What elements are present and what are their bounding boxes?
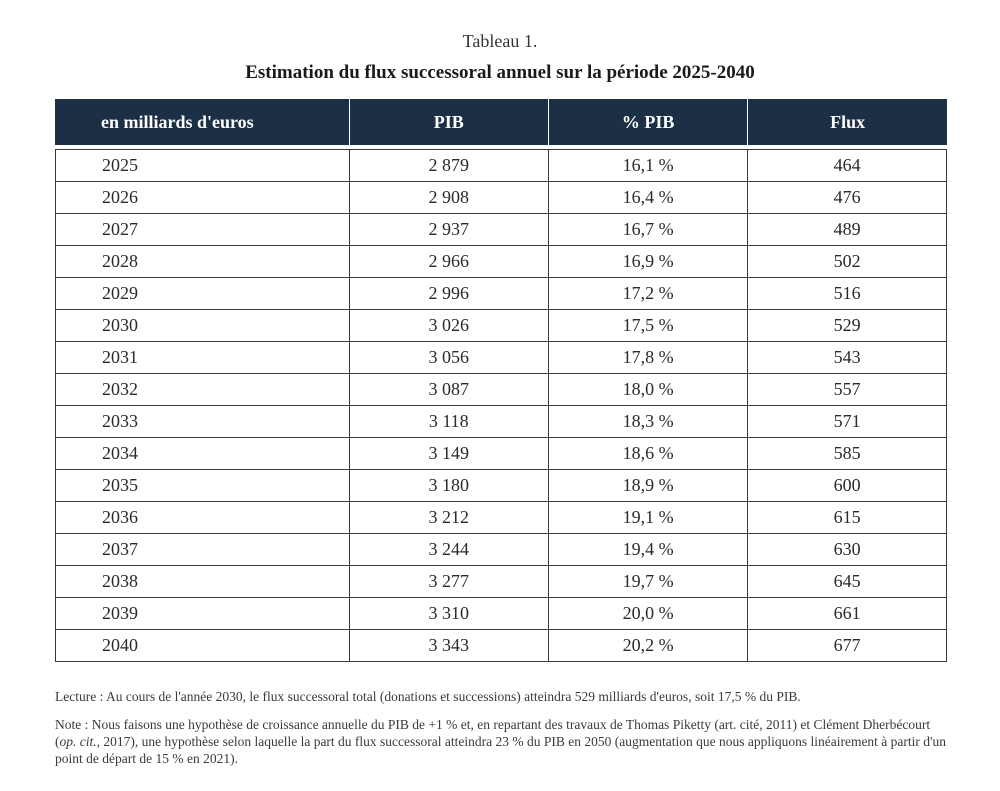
cell-pct-pib: 18,6 % [548, 438, 749, 470]
table-row: 2037 3 244 19,4 % 630 [55, 534, 947, 566]
table-row: 2028 2 966 16,9 % 502 [55, 246, 947, 278]
table-row: 2025 2 879 16,1 % 464 [55, 149, 947, 182]
cell-year: 2036 [55, 502, 350, 534]
cell-pib: 2 937 [349, 214, 549, 246]
cell-pct-pib: 20,2 % [548, 630, 749, 662]
cell-pct-pib: 19,1 % [548, 502, 749, 534]
cell-flux: 489 [748, 214, 947, 246]
cell-pct-pib: 16,9 % [548, 246, 749, 278]
cell-year: 2032 [55, 374, 350, 406]
cell-flux: 557 [748, 374, 947, 406]
cell-pib: 2 908 [349, 182, 549, 214]
cell-pib: 3 118 [349, 406, 549, 438]
header-unit: en milliards d'euros [55, 99, 350, 145]
cell-year: 2037 [55, 534, 350, 566]
cell-year: 2026 [55, 182, 350, 214]
cell-year: 2039 [55, 598, 350, 630]
cell-pib: 3 149 [349, 438, 549, 470]
cell-flux: 630 [748, 534, 947, 566]
cell-pib: 3 087 [349, 374, 549, 406]
table-row: 2040 3 343 20,2 % 677 [55, 630, 947, 662]
header-pct-pib: % PIB [548, 99, 749, 145]
methodology-note: Note : Nous faisons une hypothèse de cro… [55, 716, 950, 767]
table-body: 2025 2 879 16,1 % 464 2026 2 908 16,4 % 476 2027… [55, 145, 947, 662]
cell-year: 2035 [55, 470, 350, 502]
cell-pct-pib: 19,7 % [548, 566, 749, 598]
cell-pct-pib: 18,0 % [548, 374, 749, 406]
cell-pib: 3 277 [349, 566, 549, 598]
cell-pct-pib: 18,3 % [548, 406, 749, 438]
cell-pib: 3 026 [349, 310, 549, 342]
cell-pib: 3 343 [349, 630, 549, 662]
table-row: 2036 3 212 19,1 % 615 [55, 502, 947, 534]
cell-year: 2038 [55, 566, 350, 598]
table-row: 2032 3 087 18,0 % 557 [55, 374, 947, 406]
cell-pct-pib: 16,4 % [548, 182, 749, 214]
table-row: 2033 3 118 18,3 % 571 [55, 406, 947, 438]
cell-pct-pib: 20,0 % [548, 598, 749, 630]
cell-flux: 615 [748, 502, 947, 534]
cell-flux: 476 [748, 182, 947, 214]
cell-pib: 2 966 [349, 246, 549, 278]
cell-pib: 2 879 [349, 149, 549, 182]
cell-flux: 502 [748, 246, 947, 278]
cell-pct-pib: 17,2 % [548, 278, 749, 310]
cell-pct-pib: 16,1 % [548, 149, 749, 182]
cell-pib: 2 996 [349, 278, 549, 310]
cell-pct-pib: 17,5 % [548, 310, 749, 342]
cell-flux: 645 [748, 566, 947, 598]
table-row: 2034 3 149 18,6 % 585 [55, 438, 947, 470]
cell-pib: 3 180 [349, 470, 549, 502]
cell-pct-pib: 16,7 % [548, 214, 749, 246]
note-citation-italic: op. cit. [59, 734, 97, 749]
cell-pib: 3 056 [349, 342, 549, 374]
table-row: 2035 3 180 18,9 % 600 [55, 470, 947, 502]
table-row: 2039 3 310 20,0 % 661 [55, 598, 947, 630]
cell-year: 2028 [55, 246, 350, 278]
cell-flux: 585 [748, 438, 947, 470]
cell-pct-pib: 18,9 % [548, 470, 749, 502]
table-title: Estimation du flux successoral annuel su… [245, 62, 755, 83]
cell-flux: 529 [748, 310, 947, 342]
note-text-1: Note : Nous faisons une hypothèse de cro… [55, 717, 931, 749]
cell-year: 2027 [55, 214, 350, 246]
cell-year: 2025 [55, 149, 350, 182]
lecture-note: Lecture : Au cours de l'année 2030, le f… [55, 689, 801, 704]
table-header-row: en milliards d'euros PIB % PIB Flux [55, 99, 947, 145]
cell-year: 2034 [55, 438, 350, 470]
cell-flux: 661 [748, 598, 947, 630]
flux-table: en milliards d'euros PIB % PIB Flux 2025… [55, 99, 947, 662]
cell-flux: 543 [748, 342, 947, 374]
cell-pib: 3 212 [349, 502, 549, 534]
cell-flux: 600 [748, 470, 947, 502]
cell-pct-pib: 19,4 % [548, 534, 749, 566]
note-text-2: , 2017), une hypothèse selon laquelle la… [55, 734, 946, 766]
cell-flux: 571 [748, 406, 947, 438]
cell-flux: 677 [748, 630, 947, 662]
table-row: 2030 3 026 17,5 % 529 [55, 310, 947, 342]
header-flux: Flux [748, 99, 947, 145]
cell-pct-pib: 17,8 % [548, 342, 749, 374]
table-row: 2027 2 937 16,7 % 489 [55, 214, 947, 246]
cell-pib: 3 310 [349, 598, 549, 630]
cell-year: 2031 [55, 342, 350, 374]
cell-year: 2029 [55, 278, 350, 310]
table-caption: Tableau 1. [462, 31, 538, 51]
table-row: 2031 3 056 17,8 % 543 [55, 342, 947, 374]
table-row: 2029 2 996 17,2 % 516 [55, 278, 947, 310]
header-pib: PIB [349, 99, 549, 145]
cell-pib: 3 244 [349, 534, 549, 566]
cell-year: 2040 [55, 630, 350, 662]
cell-year: 2030 [55, 310, 350, 342]
cell-year: 2033 [55, 406, 350, 438]
cell-flux: 516 [748, 278, 947, 310]
table-row: 2038 3 277 19,7 % 645 [55, 566, 947, 598]
cell-flux: 464 [748, 149, 947, 182]
table-row: 2026 2 908 16,4 % 476 [55, 182, 947, 214]
